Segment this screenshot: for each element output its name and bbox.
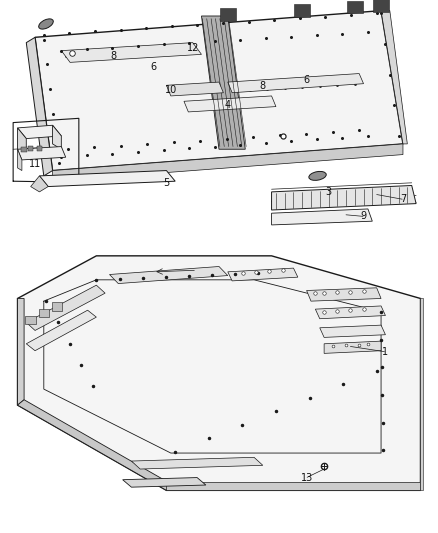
Polygon shape [228,74,364,93]
Polygon shape [26,37,53,176]
Text: 7: 7 [400,195,406,204]
Polygon shape [315,306,385,319]
Polygon shape [18,149,22,171]
Polygon shape [373,0,389,12]
Polygon shape [35,11,403,171]
Polygon shape [272,185,416,210]
Ellipse shape [39,19,53,29]
Text: 4: 4 [225,100,231,110]
Polygon shape [272,209,372,225]
Polygon shape [18,400,173,490]
Text: 3: 3 [325,187,332,197]
Text: 6: 6 [150,62,156,71]
Text: 1: 1 [382,347,389,357]
Polygon shape [347,1,363,13]
Polygon shape [110,266,228,284]
Text: 10: 10 [165,85,177,94]
Polygon shape [25,316,36,324]
Polygon shape [18,298,24,405]
Text: 9: 9 [360,212,367,221]
Polygon shape [228,268,298,281]
Polygon shape [220,8,236,21]
Polygon shape [26,310,96,351]
Polygon shape [21,147,27,152]
Polygon shape [381,11,407,144]
Polygon shape [131,457,263,469]
Polygon shape [307,288,381,301]
Text: 8: 8 [260,82,266,91]
Polygon shape [201,16,245,149]
Polygon shape [28,146,33,151]
Polygon shape [53,125,61,149]
Polygon shape [53,144,403,181]
Polygon shape [31,176,48,192]
Polygon shape [18,147,66,160]
Polygon shape [166,82,223,96]
Polygon shape [184,96,276,112]
Polygon shape [39,171,175,187]
Polygon shape [166,482,420,490]
Text: 8: 8 [111,51,117,61]
Text: 6: 6 [304,75,310,85]
Text: 12: 12 [187,43,199,53]
Ellipse shape [309,172,326,180]
Polygon shape [18,128,26,152]
Text: 13: 13 [300,473,313,482]
Polygon shape [420,298,423,490]
Polygon shape [37,146,42,151]
Polygon shape [52,302,62,311]
Polygon shape [26,285,105,330]
Polygon shape [320,325,385,337]
Polygon shape [294,4,310,17]
Polygon shape [324,341,381,353]
Polygon shape [18,125,61,139]
Polygon shape [61,43,201,62]
Polygon shape [18,256,420,490]
Text: 5: 5 [163,179,170,188]
Text: 11: 11 [29,159,41,168]
Polygon shape [39,309,49,317]
Polygon shape [123,478,206,487]
